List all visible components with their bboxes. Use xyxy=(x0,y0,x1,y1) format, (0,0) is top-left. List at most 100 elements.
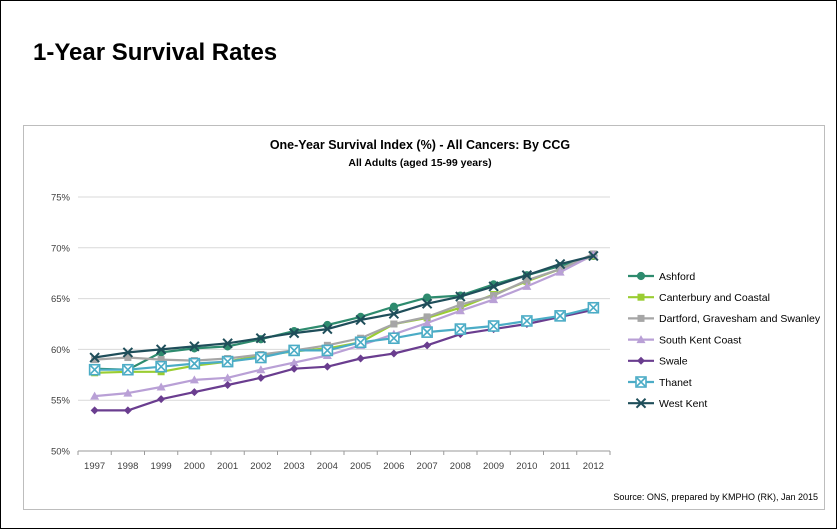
axes: 50% 55% 60% 65% 70% 75% 1997 1998 1999 2000 2001 20… xyxy=(51,193,611,472)
data-point xyxy=(90,406,99,415)
marker-cross xyxy=(588,303,598,313)
y-tick-label: 60% xyxy=(51,345,71,356)
chart-title: One-Year Survival Index (%) - All Cancer… xyxy=(270,138,570,152)
y-tick-label: 65% xyxy=(51,294,71,305)
data-point xyxy=(635,376,647,388)
x-tick-label: 2000 xyxy=(184,461,205,472)
x-tick-label: 2004 xyxy=(317,461,338,472)
data-point xyxy=(189,375,199,384)
x-tick-label: 2012 xyxy=(583,461,604,472)
marker-cross xyxy=(223,357,233,367)
data-point xyxy=(123,406,132,415)
marker-cross xyxy=(356,337,366,347)
legend-item: Canterbury and Coastal xyxy=(628,292,770,304)
x-tick-label: 1997 xyxy=(84,461,105,472)
data-point xyxy=(255,333,267,344)
line-chart: One-Year Survival Index (%) - All Cancer… xyxy=(51,138,821,502)
source-note: Source: ONS, prepared by KMPHO (RK), Jan… xyxy=(613,492,818,502)
data-point xyxy=(523,276,531,284)
data-point xyxy=(388,308,400,320)
x-tick-label: 2009 xyxy=(483,461,504,472)
x-tick-label: 2003 xyxy=(284,461,305,472)
data-point xyxy=(423,313,431,321)
data-point xyxy=(323,362,332,371)
marker-cross xyxy=(489,321,499,331)
data-point xyxy=(290,364,299,373)
series-west-kent xyxy=(89,250,599,363)
data-point xyxy=(190,388,199,397)
data-point xyxy=(454,323,467,335)
data-point xyxy=(588,250,599,262)
data-point xyxy=(421,326,433,338)
data-point xyxy=(423,293,432,302)
data-point xyxy=(124,354,132,362)
data-point xyxy=(89,352,100,363)
y-tick-label: 70% xyxy=(51,243,71,254)
legend: Ashford Canterbury and Coastal Dartford, G… xyxy=(628,271,821,410)
series-line xyxy=(94,306,594,371)
marker-cross xyxy=(256,352,266,363)
y-tick-label: 75% xyxy=(51,193,71,204)
marker-cross xyxy=(636,377,646,387)
data-point xyxy=(155,360,167,373)
x-tick-label: 1998 xyxy=(117,461,138,472)
data-point xyxy=(255,351,267,364)
data-point xyxy=(122,363,134,376)
data-point xyxy=(223,373,233,382)
x-tick-label: 2011 xyxy=(550,461,570,472)
x-tick-label: 2010 xyxy=(516,461,537,472)
series-thanet xyxy=(88,301,600,376)
data-point xyxy=(157,395,166,404)
data-point xyxy=(222,338,233,349)
data-point xyxy=(489,295,499,304)
series-south-kent-coast xyxy=(90,250,598,400)
data-point xyxy=(355,314,366,326)
data-point xyxy=(637,314,645,322)
marker-cross xyxy=(90,365,100,375)
legend-label: Canterbury and Coastal xyxy=(659,292,770,304)
marker-cross xyxy=(189,359,199,369)
data-point xyxy=(289,358,299,367)
data-point xyxy=(455,291,466,302)
data-point xyxy=(637,293,645,301)
data-point xyxy=(587,301,600,314)
data-point xyxy=(555,267,565,276)
series-ashford xyxy=(90,251,598,374)
legend-label: Swale xyxy=(659,356,688,368)
marker-cross xyxy=(123,365,133,375)
data-point xyxy=(91,356,99,364)
data-point xyxy=(156,382,166,391)
series-line xyxy=(94,308,594,412)
data-point xyxy=(256,373,265,382)
x-tick-label: 2005 xyxy=(350,461,371,472)
data-point xyxy=(636,335,646,344)
legend-item: Swale xyxy=(628,356,688,368)
data-point xyxy=(321,344,334,357)
legend-label: Thanet xyxy=(659,377,692,389)
series-line xyxy=(94,254,594,374)
legend-label: South Kent Coast xyxy=(659,334,741,346)
marker-cross xyxy=(455,324,465,334)
data-point xyxy=(455,306,465,315)
legend-item: South Kent Coast xyxy=(628,334,741,346)
data-point xyxy=(521,315,533,327)
data-point xyxy=(90,391,100,400)
data-point xyxy=(88,363,101,376)
series-group xyxy=(88,250,600,415)
data-point xyxy=(456,301,464,309)
x-tick-label: 1999 xyxy=(151,461,172,472)
legend-item: Ashford xyxy=(628,271,695,283)
series-line xyxy=(94,253,594,398)
marker-cross xyxy=(156,362,166,372)
data-point xyxy=(155,344,167,355)
marker-cross xyxy=(322,345,332,355)
data-point xyxy=(223,380,232,389)
chart-subtitle: All Adults (aged 15-99 years) xyxy=(348,157,491,169)
x-tick-label: 2008 xyxy=(450,461,471,472)
data-point xyxy=(322,323,333,335)
legend-item: Thanet xyxy=(628,376,692,389)
data-point xyxy=(390,320,398,328)
series-line xyxy=(94,254,594,371)
x-tick-label: 2006 xyxy=(383,461,404,472)
